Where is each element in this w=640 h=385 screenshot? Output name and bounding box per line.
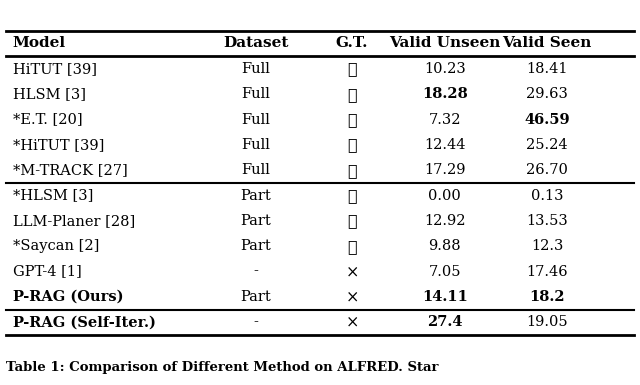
Text: -: - [253, 315, 259, 329]
Text: ✓: ✓ [347, 238, 357, 255]
Text: 10.23: 10.23 [424, 62, 466, 76]
Text: 17.29: 17.29 [424, 163, 465, 177]
Text: *M-TRACK [27]: *M-TRACK [27] [13, 163, 127, 177]
Text: 7.32: 7.32 [429, 112, 461, 127]
Text: ✓: ✓ [347, 213, 357, 229]
Text: P-RAG (Self-Iter.): P-RAG (Self-Iter.) [13, 315, 156, 329]
Text: Full: Full [241, 138, 271, 152]
Text: Model: Model [13, 37, 66, 50]
Text: 18.41: 18.41 [527, 62, 568, 76]
Text: ✓: ✓ [347, 162, 357, 179]
Text: Part: Part [241, 189, 271, 203]
Text: Part: Part [241, 214, 271, 228]
Text: ✓: ✓ [347, 187, 357, 204]
Text: Part: Part [241, 290, 271, 304]
Text: Full: Full [241, 87, 271, 101]
Text: ×: × [346, 288, 358, 305]
Text: ✓: ✓ [347, 111, 357, 128]
Text: ✓: ✓ [347, 136, 357, 153]
Text: *HiTUT [39]: *HiTUT [39] [13, 138, 104, 152]
Text: ✓: ✓ [347, 86, 357, 103]
Text: Full: Full [241, 112, 271, 127]
Text: 14.11: 14.11 [422, 290, 468, 304]
Text: 19.05: 19.05 [526, 315, 568, 329]
Text: 0.00: 0.00 [428, 189, 461, 203]
Text: HLSM [3]: HLSM [3] [13, 87, 86, 101]
Text: 9.88: 9.88 [429, 239, 461, 253]
Text: 12.3: 12.3 [531, 239, 563, 253]
Text: LLM-Planer [28]: LLM-Planer [28] [13, 214, 135, 228]
Text: *E.T. [20]: *E.T. [20] [13, 112, 83, 127]
Text: ×: × [346, 314, 358, 331]
Text: 0.13: 0.13 [531, 189, 563, 203]
Text: GPT-4 [1]: GPT-4 [1] [13, 264, 81, 279]
Text: 26.70: 26.70 [526, 163, 568, 177]
Text: 46.59: 46.59 [524, 112, 570, 127]
Text: 27.4: 27.4 [427, 315, 463, 329]
Text: 18.2: 18.2 [529, 290, 565, 304]
Text: 29.63: 29.63 [526, 87, 568, 101]
Text: ×: × [346, 263, 358, 280]
Text: Full: Full [241, 163, 271, 177]
Text: ✓: ✓ [347, 60, 357, 77]
Text: P-RAG (Ours): P-RAG (Ours) [13, 290, 124, 304]
Text: *HLSM [3]: *HLSM [3] [13, 189, 93, 203]
Text: 25.24: 25.24 [526, 138, 568, 152]
Text: 7.05: 7.05 [429, 264, 461, 279]
Text: 12.44: 12.44 [424, 138, 465, 152]
Text: Table 1: Comparison of Different Method on ALFRED. Star: Table 1: Comparison of Different Method … [6, 361, 439, 374]
Text: Full: Full [241, 62, 271, 76]
Text: -: - [253, 264, 259, 279]
Text: 18.28: 18.28 [422, 87, 468, 101]
Text: G.T.: G.T. [336, 37, 368, 50]
Text: Dataset: Dataset [223, 37, 289, 50]
Text: 13.53: 13.53 [526, 214, 568, 228]
Text: Valid Seen: Valid Seen [502, 37, 592, 50]
Text: Part: Part [241, 239, 271, 253]
Text: 12.92: 12.92 [424, 214, 465, 228]
Text: HiTUT [39]: HiTUT [39] [13, 62, 97, 76]
Text: 17.46: 17.46 [526, 264, 568, 279]
Text: *Saycan [2]: *Saycan [2] [13, 239, 99, 253]
Text: Valid Unseen: Valid Unseen [389, 37, 500, 50]
